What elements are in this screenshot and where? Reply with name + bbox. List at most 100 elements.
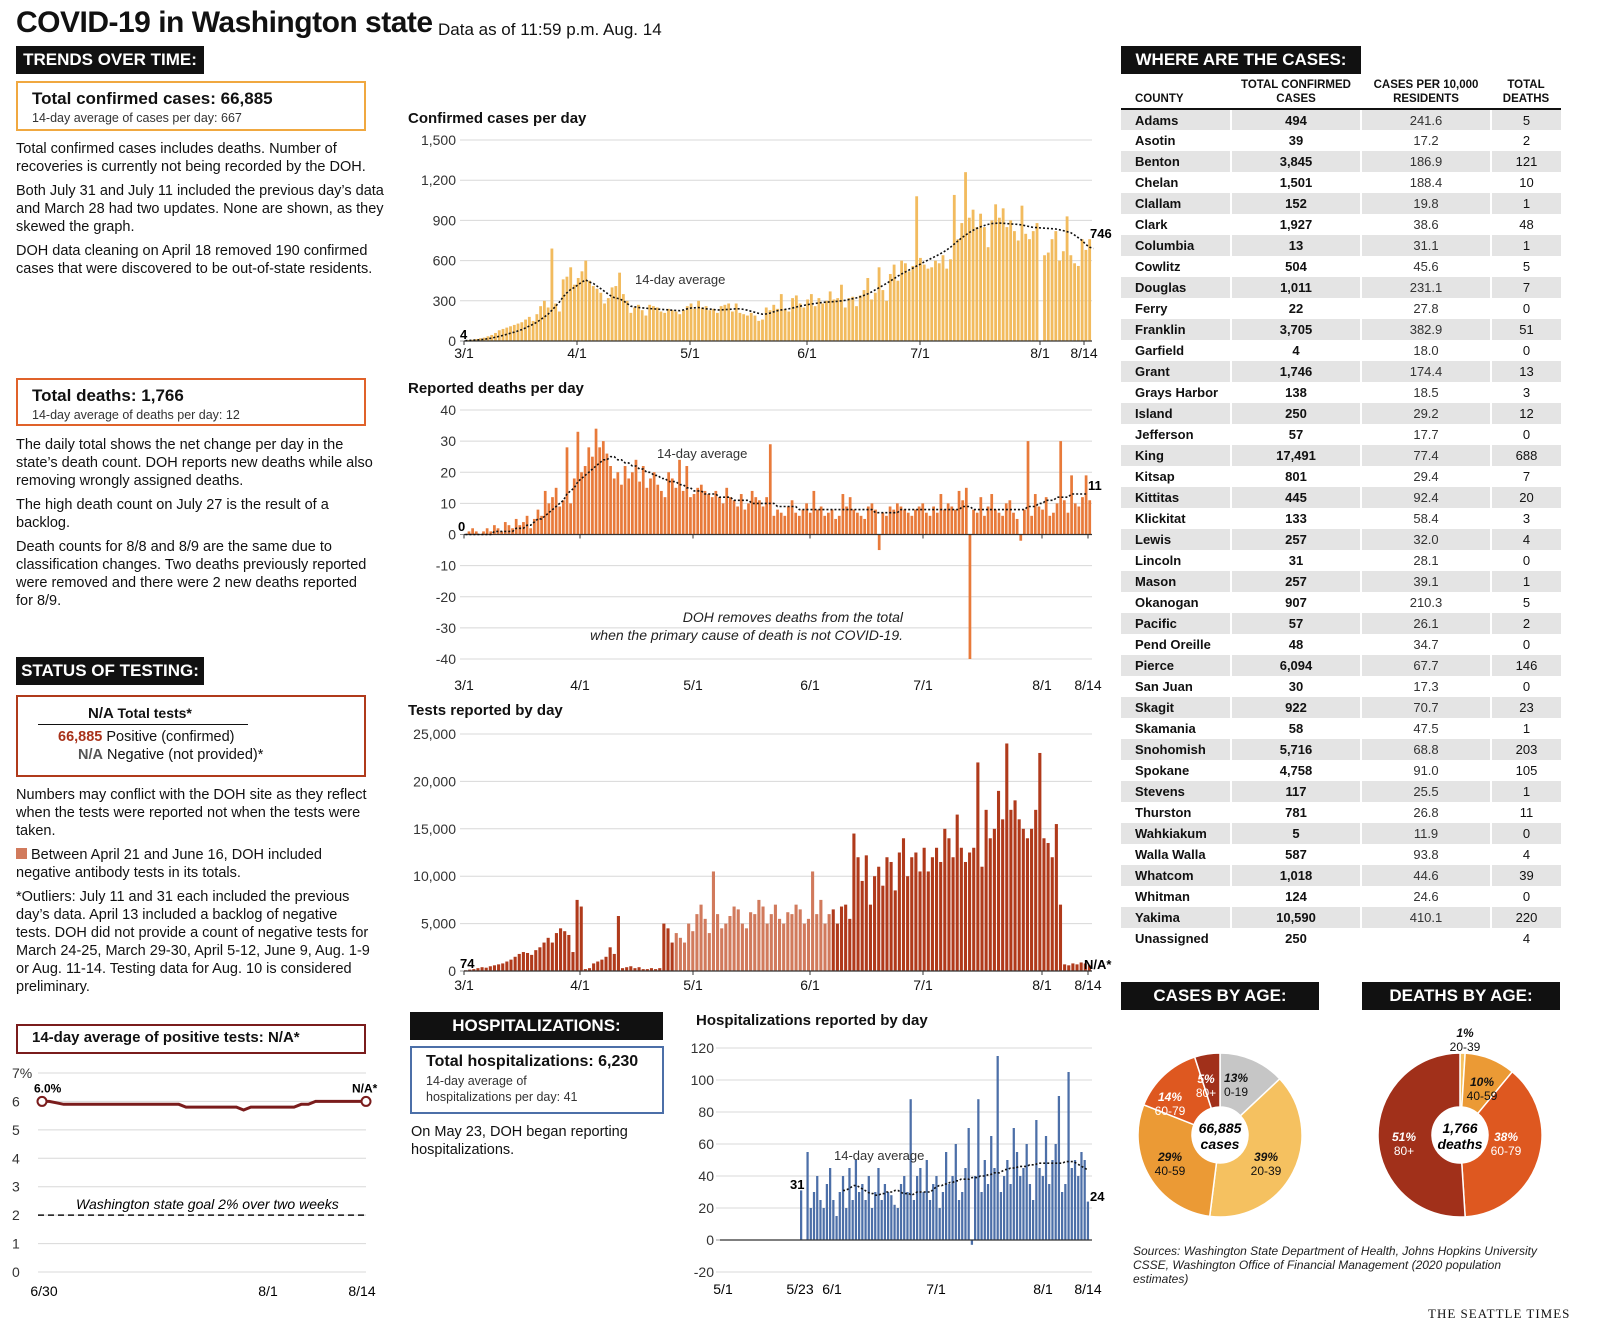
bar: [961, 500, 965, 535]
bar: [955, 814, 959, 971]
bar: [922, 264, 926, 341]
bar: [841, 1176, 845, 1240]
bar: [569, 503, 572, 535]
bar: [765, 497, 769, 535]
bar: [832, 299, 836, 341]
bar: [896, 1208, 899, 1240]
bar: [880, 1200, 883, 1240]
bar: [604, 956, 608, 971]
bar: [885, 515, 888, 535]
table-row: Mason 257 39.1 1: [1121, 571, 1561, 592]
bar: [535, 314, 539, 341]
x-tick-label: 4/1: [567, 345, 587, 360]
county-rate: 29.4: [1360, 466, 1491, 487]
bar: [950, 506, 954, 535]
bar: [667, 308, 670, 341]
slice-label: 20-39: [1450, 1040, 1481, 1054]
bar: [787, 506, 790, 535]
sources-credit: Sources: Washington State Department of …: [1133, 1244, 1537, 1286]
bar: [834, 518, 837, 535]
deaths-value: 1,766: [141, 386, 184, 405]
bar: [691, 931, 695, 971]
county-cases: 31: [1230, 550, 1361, 571]
bar: [828, 291, 832, 341]
table-row: Douglas 1,011 231.1 7: [1121, 277, 1561, 298]
bar: [539, 306, 543, 341]
bar: [838, 1192, 841, 1240]
county-name: Clallam: [1121, 193, 1231, 214]
bar: [757, 320, 761, 341]
bar: [587, 968, 592, 971]
table-row: Okanogan 907 210.3 5: [1121, 592, 1561, 613]
bar: [1067, 1072, 1070, 1240]
bar: [835, 923, 839, 971]
bar: [1001, 819, 1005, 971]
bar: [941, 1192, 945, 1240]
county-deaths: 2: [1490, 130, 1561, 151]
bar: [866, 278, 870, 341]
county-deaths: 1: [1490, 235, 1561, 256]
slice-label: 0-19: [1224, 1085, 1248, 1099]
bar: [957, 1200, 961, 1240]
county-name: Douglas: [1121, 277, 1231, 298]
county-deaths: 13: [1490, 361, 1561, 382]
bar: [776, 509, 779, 535]
bar: [693, 308, 697, 341]
bar: [794, 512, 798, 535]
bar: [550, 942, 554, 971]
bar: [621, 294, 625, 341]
bar: [681, 490, 685, 535]
bar: [687, 923, 691, 971]
bar: [620, 484, 623, 535]
bar: [561, 279, 565, 341]
bar: [812, 1192, 816, 1240]
bar: [856, 857, 860, 971]
county-name: Chelan: [1135, 175, 1179, 190]
cases-note: Total confirmed cases includes deaths. N…: [16, 141, 366, 175]
bar: [732, 500, 736, 535]
bar: [1075, 964, 1079, 971]
bar: [606, 298, 610, 341]
county-name: Island: [1121, 403, 1231, 424]
bar: [753, 914, 757, 971]
bar: [996, 1056, 999, 1240]
testing-header: STATUS OF TESTING:: [16, 657, 204, 685]
bar: [914, 852, 918, 971]
bar: [587, 447, 591, 535]
bar: [634, 459, 638, 535]
county-cases: 57: [1230, 424, 1361, 445]
bar: [811, 871, 815, 971]
county-deaths: 0: [1490, 340, 1561, 361]
bar: [827, 914, 831, 971]
bar: [844, 904, 848, 971]
bar: [979, 213, 983, 341]
bar: [961, 1192, 964, 1240]
x-tick-label: 3/1: [454, 677, 474, 693]
x-tick-label: 7/1: [913, 977, 933, 993]
bar: [725, 487, 729, 535]
county-name: Kitsap: [1135, 469, 1175, 484]
county-rate: 44.6: [1360, 865, 1491, 886]
county-cases: 10,590: [1230, 907, 1361, 928]
bar: [663, 497, 667, 535]
bar: [1017, 819, 1021, 971]
bar: [861, 1184, 864, 1240]
y-tick-label: 100: [691, 1072, 715, 1088]
county-cases: 250: [1230, 928, 1361, 949]
county-cases: 3,845: [1230, 151, 1361, 172]
bar: [975, 227, 979, 341]
county-cases: 250: [1230, 403, 1361, 424]
bar: [1038, 752, 1042, 971]
bar: [779, 294, 783, 341]
y-tick-label: 900: [433, 212, 457, 228]
bar: [1054, 231, 1058, 341]
table-row: Thurston 781 26.8 11: [1121, 802, 1561, 823]
bar: [881, 512, 885, 535]
bar: [972, 847, 976, 971]
bar: [592, 963, 596, 971]
county-cases: 1,501: [1230, 172, 1361, 193]
table-row: Pierce 6,094 67.7 146: [1121, 655, 1561, 676]
bar: [1077, 1176, 1080, 1240]
deaths-chart-title: Reported deaths per day: [408, 380, 584, 397]
